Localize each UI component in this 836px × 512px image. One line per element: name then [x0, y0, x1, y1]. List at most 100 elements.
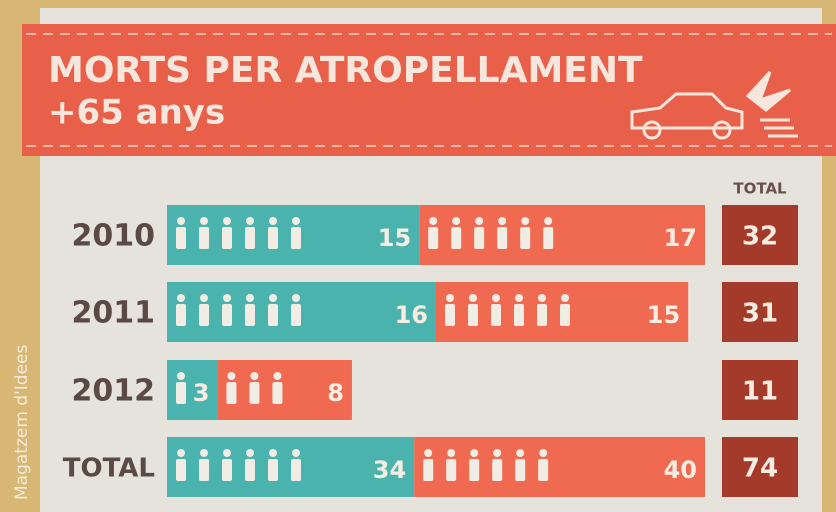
- person-icon: [474, 227, 484, 249]
- person-icon: [269, 294, 277, 302]
- person-icon: [199, 304, 209, 326]
- person-icon: [269, 217, 277, 225]
- person-icon: [447, 449, 455, 457]
- person-icon: [521, 217, 529, 225]
- person-icon: [222, 459, 232, 481]
- person-icon: [446, 294, 454, 302]
- person-icon: [222, 304, 232, 326]
- person-icon: [272, 382, 282, 404]
- person-icon: [268, 304, 278, 326]
- person-icon: [177, 217, 185, 225]
- value-label: 34: [373, 456, 406, 484]
- person-icon: [246, 294, 254, 302]
- person-icon: [223, 449, 231, 457]
- person-icon: [498, 217, 506, 225]
- person-icon: [424, 449, 432, 457]
- person-icon: [493, 449, 501, 457]
- person-icon: [468, 304, 478, 326]
- total-label: 11: [742, 377, 778, 407]
- person-icon: [199, 459, 209, 481]
- infographic: MORTS PER ATROPELLAMENT +65 anys Magatze…: [0, 0, 836, 512]
- person-icon: [539, 449, 547, 457]
- person-icon: [268, 227, 278, 249]
- person-icon: [223, 294, 231, 302]
- person-icon: [291, 459, 301, 481]
- person-icon: [515, 459, 525, 481]
- person-icon: [514, 304, 524, 326]
- value-label: 40: [664, 456, 697, 484]
- person-icon: [429, 217, 437, 225]
- person-icon: [446, 459, 456, 481]
- total-label: 31: [742, 299, 778, 329]
- value-label: 3: [193, 379, 210, 407]
- person-icon: [492, 459, 502, 481]
- category-label: 2012: [72, 374, 156, 409]
- person-icon: [200, 294, 208, 302]
- person-icon: [292, 449, 300, 457]
- person-icon: [469, 294, 477, 302]
- person-icon: [475, 217, 483, 225]
- person-icon: [515, 294, 523, 302]
- person-icon: [537, 304, 547, 326]
- person-icon: [516, 449, 524, 457]
- credit: Magatzem d'Idees: [12, 345, 32, 500]
- chart-title: MORTS PER ATROPELLAMENT: [48, 50, 643, 91]
- person-icon: [428, 227, 438, 249]
- person-icon: [249, 382, 259, 404]
- total-label: 32: [742, 222, 778, 252]
- person-icon: [492, 294, 500, 302]
- person-icon: [470, 449, 478, 457]
- person-icon: [245, 304, 255, 326]
- person-icon: [560, 304, 570, 326]
- person-icon: [245, 459, 255, 481]
- person-icon: [176, 227, 186, 249]
- total-label: 74: [742, 454, 778, 484]
- person-icon: [246, 449, 254, 457]
- person-icon: [292, 294, 300, 302]
- person-icon: [176, 459, 186, 481]
- category-label: 2010: [72, 219, 156, 254]
- person-icon: [273, 372, 281, 380]
- person-icon: [177, 372, 185, 380]
- totals-header: TOTAL: [733, 180, 787, 198]
- person-icon: [199, 227, 209, 249]
- person-icon: [200, 217, 208, 225]
- person-icon: [176, 382, 186, 404]
- person-icon: [497, 227, 507, 249]
- person-icon: [291, 227, 301, 249]
- person-icon: [292, 217, 300, 225]
- bar-segment: [414, 437, 705, 497]
- person-icon: [423, 459, 433, 481]
- person-icon: [226, 382, 236, 404]
- chart-subtitle: +65 anys: [48, 93, 225, 133]
- value-label: 15: [647, 301, 680, 329]
- person-icon: [561, 294, 569, 302]
- person-icon: [445, 304, 455, 326]
- bar-segment: [419, 205, 705, 265]
- person-icon: [176, 304, 186, 326]
- person-icon: [177, 449, 185, 457]
- category-label: 2011: [72, 296, 156, 331]
- category-label: TOTAL: [63, 454, 155, 484]
- value-label: 16: [395, 301, 428, 329]
- person-icon: [245, 227, 255, 249]
- person-icon: [227, 372, 235, 380]
- person-icon: [491, 304, 501, 326]
- person-icon: [469, 459, 479, 481]
- person-icon: [200, 449, 208, 457]
- value-label: 15: [378, 224, 411, 252]
- person-icon: [250, 372, 258, 380]
- person-icon: [543, 227, 553, 249]
- person-icon: [246, 217, 254, 225]
- person-icon: [538, 459, 548, 481]
- person-icon: [268, 459, 278, 481]
- person-icon: [177, 294, 185, 302]
- person-icon: [223, 217, 231, 225]
- person-icon: [451, 227, 461, 249]
- person-icon: [538, 294, 546, 302]
- person-icon: [291, 304, 301, 326]
- person-icon: [269, 449, 277, 457]
- person-icon: [452, 217, 460, 225]
- person-icon: [520, 227, 530, 249]
- person-icon: [544, 217, 552, 225]
